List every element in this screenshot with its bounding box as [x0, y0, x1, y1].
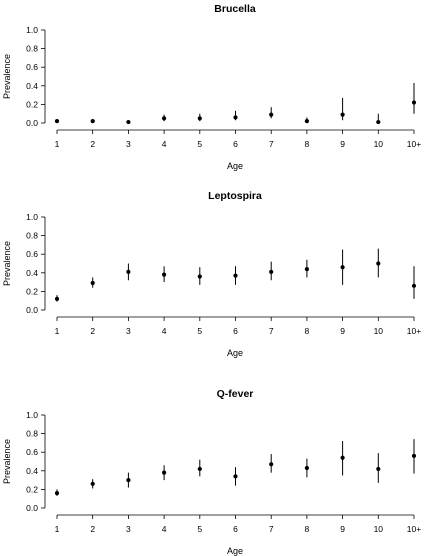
x-tick-label: 3 [126, 139, 131, 149]
data-point [376, 119, 381, 125]
x-tick-label: 9 [340, 326, 345, 336]
data-point [340, 265, 345, 270]
chart-title: Q-fever [217, 388, 254, 400]
x-tick-label: 10 [374, 139, 384, 149]
x-tick-label: 10 [374, 326, 384, 336]
data-point [162, 272, 167, 277]
data-point [340, 112, 345, 117]
data-point [197, 274, 202, 279]
y-tick-label: 0.2 [26, 99, 38, 109]
y-tick-label: 0.0 [26, 118, 38, 128]
data-point [304, 119, 309, 124]
x-tick-label: 2 [90, 326, 95, 336]
x-tick-label: 7 [269, 524, 274, 534]
x-tick-label: 4 [162, 139, 167, 149]
data-point [233, 474, 238, 479]
data-point [411, 100, 417, 105]
x-tick-label: 6 [233, 139, 238, 149]
y-tick-label: 0.8 [26, 44, 38, 54]
y-tick-label: 0.4 [26, 268, 38, 278]
y-tick-label: 0.0 [26, 503, 38, 513]
x-tick-label: 5 [197, 139, 202, 149]
chart-title: Brucella [214, 3, 256, 15]
data-point [376, 261, 381, 266]
data-point [340, 455, 345, 460]
data-point [54, 491, 60, 496]
x-tick-label: 10 [374, 524, 384, 534]
x-tick-label: 9 [340, 524, 345, 534]
x-tick-label: 3 [126, 524, 131, 534]
x-tick-label: 8 [305, 326, 310, 336]
x-tick-label: 4 [162, 326, 167, 336]
chart-title: Leptospira [208, 190, 262, 202]
x-tick-label: 2 [90, 139, 95, 149]
x-tick-label: 10+ [407, 326, 421, 336]
chart-panel-leptospira: Leptospira 0.0 0.2 0.4 0.6 0.8 1.0 Prevalence 1 2… [2, 190, 421, 358]
y-axis-label: Prevalence [2, 439, 12, 484]
x-tick-label: 4 [162, 524, 167, 534]
y-axis-label: Prevalence [2, 241, 12, 286]
y-tick-label: 0.8 [26, 231, 38, 241]
data-point [411, 283, 417, 288]
data-point [54, 296, 60, 301]
x-tick-label: 5 [197, 524, 202, 534]
x-tick-label: 9 [340, 139, 345, 149]
x-tick-label: 5 [197, 326, 202, 336]
data-point [126, 269, 131, 274]
x-tick-label: 1 [55, 326, 60, 336]
x-axis-label: Age [227, 546, 243, 556]
x-tick-label: 8 [305, 139, 310, 149]
y-tick-label: 0.4 [26, 81, 38, 91]
data-point [233, 115, 238, 120]
data-point [162, 116, 167, 121]
x-tick-label: 8 [305, 524, 310, 534]
y-tick-label: 0.8 [26, 429, 38, 439]
data-point [269, 269, 274, 274]
y-tick-label: 0.6 [26, 447, 38, 457]
x-tick-label: 3 [126, 326, 131, 336]
x-tick-label: 10+ [407, 139, 421, 149]
x-tick-label: 2 [90, 524, 95, 534]
data-point [90, 280, 95, 286]
data-point [126, 119, 131, 125]
data-point [197, 116, 202, 121]
data-point [54, 119, 60, 124]
data-point [269, 462, 274, 467]
y-tick-label: 0.4 [26, 466, 38, 476]
data-point [126, 478, 131, 483]
y-tick-label: 0.2 [26, 484, 38, 494]
y-tick-label: 0.6 [26, 62, 38, 72]
x-tick-label: 6 [233, 524, 238, 534]
data-point [162, 470, 167, 475]
data-point [304, 266, 309, 272]
x-tick-label: 6 [233, 326, 238, 336]
y-tick-label: 1.0 [26, 212, 38, 222]
data-point [233, 273, 238, 278]
y-tick-label: 1.0 [26, 25, 38, 35]
data-point [376, 466, 381, 472]
data-point [411, 453, 417, 459]
x-tick-label: 10+ [407, 524, 421, 534]
x-tick-label: 1 [55, 524, 60, 534]
x-axis-label: Age [227, 161, 243, 171]
data-point [90, 119, 95, 124]
data-point [269, 112, 274, 117]
x-tick-label: 1 [55, 139, 60, 149]
data-point [197, 466, 202, 472]
y-axis-label: Prevalence [2, 54, 12, 99]
data-point [90, 481, 95, 486]
y-tick-label: 0.6 [26, 249, 38, 259]
data-point [304, 465, 309, 471]
y-tick-label: 0.2 [26, 286, 38, 296]
x-tick-label: 7 [269, 326, 274, 336]
chart-panel-q-fever: Q-fever 0.0 0.2 0.4 0.6 0.8 1.0 Prevalence 1 2 3 4 5… [2, 388, 421, 556]
x-axis-label: Age [227, 348, 243, 358]
y-tick-label: 1.0 [26, 410, 38, 420]
x-tick-label: 7 [269, 139, 274, 149]
y-tick-label: 0.0 [26, 305, 38, 315]
chart-panel-brucella: Brucella 0.0 0.2 0.4 0.6 0.8 1.0 Prevalence 1 2 3 4… [2, 3, 421, 171]
